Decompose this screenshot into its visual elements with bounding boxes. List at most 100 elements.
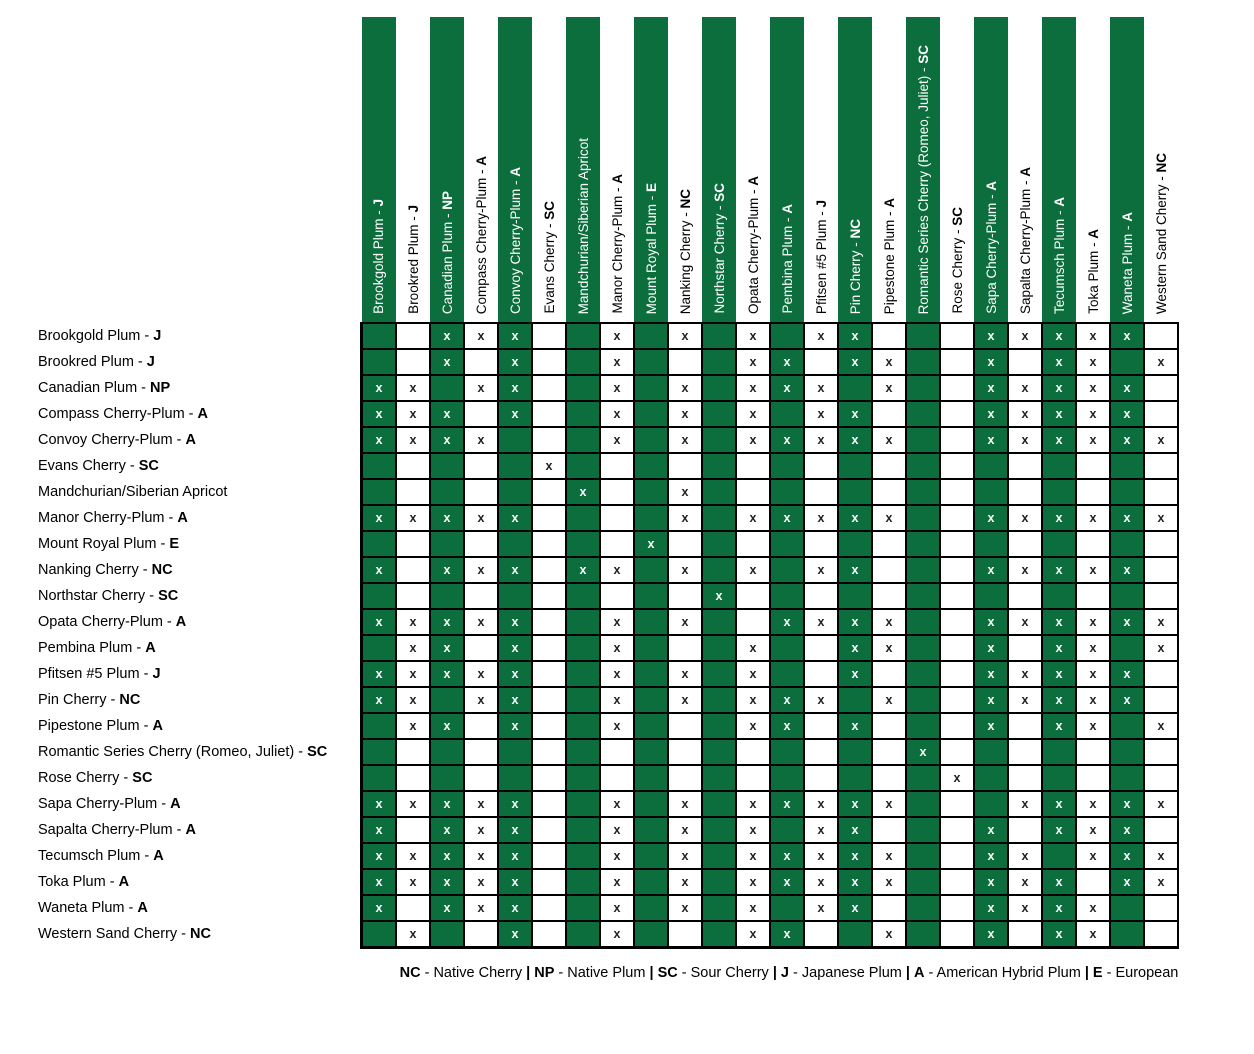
matrix-cell: x [599, 842, 635, 870]
matrix-cell: x [429, 842, 465, 870]
matrix-cell: x [1075, 660, 1111, 688]
matrix-cell [531, 868, 567, 896]
matrix-cell [701, 322, 737, 350]
matrix-cell [633, 842, 669, 870]
column-header-label: Rose Cherry - SC [949, 207, 965, 314]
matrix-cell [905, 556, 941, 584]
matrix-cell: x [803, 504, 839, 532]
matrix-cell: x [667, 374, 703, 402]
matrix-cell: x [803, 790, 839, 818]
matrix-cell: x [871, 790, 907, 818]
matrix-cell [531, 400, 567, 428]
table-row: Rose Cherry - SC x [38, 764, 1179, 792]
matrix-cell [463, 764, 499, 792]
matrix-cell: x [667, 400, 703, 428]
matrix-cell: x [395, 920, 431, 949]
matrix-cell [463, 738, 499, 766]
matrix-cell [769, 400, 805, 428]
matrix-cell [633, 894, 669, 922]
matrix-cell [497, 530, 533, 558]
matrix-cell: x [1007, 400, 1043, 428]
column-header: Waneta Plum - A [1110, 17, 1144, 323]
matrix-cell: x [395, 686, 431, 714]
matrix-cell: x [360, 400, 397, 428]
matrix-cell: x [497, 504, 533, 532]
row-label: Rose Cherry - SC [38, 765, 362, 791]
legend-separator: | [1084, 965, 1089, 981]
matrix-cell: x [599, 790, 635, 818]
matrix-cell: x [667, 478, 703, 506]
matrix-cell: x [1041, 712, 1077, 740]
matrix-cell [871, 582, 907, 610]
matrix-cell: x [395, 868, 431, 896]
matrix-cell [769, 660, 805, 688]
matrix-cell [633, 738, 669, 766]
matrix-cell: x [463, 660, 499, 688]
matrix-cell [633, 764, 669, 792]
matrix-cell: x [599, 894, 635, 922]
column-header: Canadian Plum - NP [430, 17, 464, 323]
matrix-cell [939, 894, 975, 922]
row-label: Opata Cherry-Plum - A [38, 609, 362, 635]
matrix-cell: x [395, 660, 431, 688]
matrix-cell [939, 530, 975, 558]
matrix-cell [905, 478, 941, 506]
matrix-cell: x [735, 374, 771, 402]
matrix-cell [497, 764, 533, 792]
matrix-cell [871, 764, 907, 792]
matrix-cell [905, 530, 941, 558]
matrix-cell: x [973, 686, 1009, 714]
matrix-cell [667, 582, 703, 610]
matrix-cell [429, 478, 465, 506]
matrix-cell: x [1075, 816, 1111, 844]
matrix-cell [531, 816, 567, 844]
matrix-cell [803, 530, 839, 558]
matrix-cell: x [973, 556, 1009, 584]
matrix-cell [837, 738, 873, 766]
matrix-cell [463, 400, 499, 428]
column-header-label: Mandchurian/Siberian Apricot [575, 137, 591, 314]
matrix-cell: x [837, 634, 873, 662]
matrix-cell [1143, 556, 1179, 584]
matrix-cell: x [497, 790, 533, 818]
matrix-cell [701, 920, 737, 949]
matrix-cell: x [1109, 322, 1145, 350]
matrix-cell: x [565, 556, 601, 584]
matrix-cell [1143, 478, 1179, 506]
matrix-cell: x [599, 556, 635, 584]
column-header-label: Tecumsch Plum - A [1051, 196, 1067, 314]
matrix-cell [939, 504, 975, 532]
matrix-cell [463, 452, 499, 480]
matrix-cell: x [701, 582, 737, 610]
matrix-cell [531, 712, 567, 740]
matrix-cell: x [1143, 790, 1179, 818]
matrix-cell [973, 582, 1009, 610]
matrix-cell [1007, 530, 1043, 558]
matrix-cell [633, 478, 669, 506]
matrix-cell: x [1075, 556, 1111, 584]
matrix-cell [803, 920, 839, 949]
matrix-cell [939, 920, 975, 949]
matrix-cell [701, 452, 737, 480]
matrix-cell: x [497, 660, 533, 688]
matrix-cell: x [769, 608, 805, 636]
matrix-cell [1143, 764, 1179, 792]
column-header-label: Northstar Cherry - SC [711, 183, 727, 314]
matrix-cell: x [735, 686, 771, 714]
matrix-cell: x [395, 842, 431, 870]
matrix-cell [939, 816, 975, 844]
matrix-cell: x [497, 842, 533, 870]
column-header: Tecumsch Plum - A [1042, 17, 1076, 323]
row-label: Pin Cherry - NC [38, 687, 362, 713]
matrix-cell: x [463, 322, 499, 350]
matrix-cell: x [497, 894, 533, 922]
matrix-cell: x [1007, 608, 1043, 636]
matrix-cell [531, 556, 567, 584]
matrix-cell [973, 764, 1009, 792]
matrix-cell: x [667, 894, 703, 922]
column-header: Mount Royal Plum - E [634, 17, 668, 323]
matrix-cell [497, 452, 533, 480]
